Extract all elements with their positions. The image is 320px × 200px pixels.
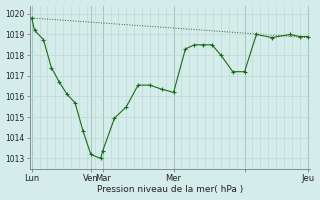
X-axis label: Pression niveau de la mer( hPa ): Pression niveau de la mer( hPa ) [97,185,243,194]
